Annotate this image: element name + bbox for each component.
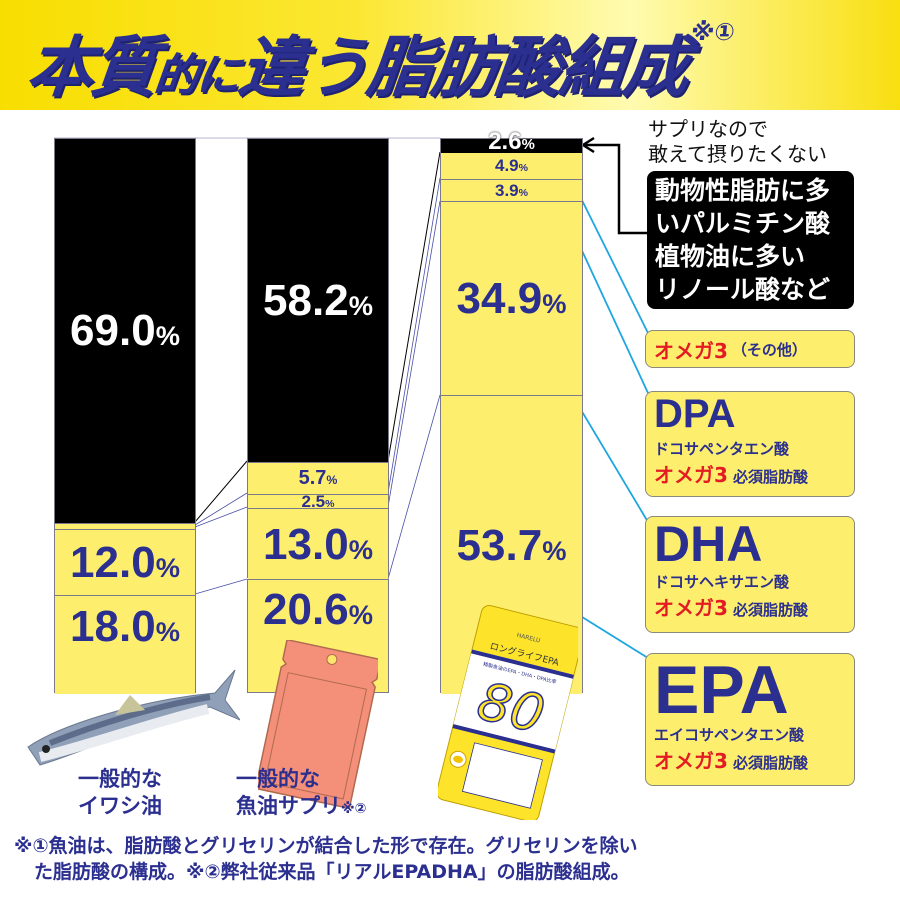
- segment-dha: 34.9%: [441, 201, 582, 395]
- bar-fish-oil-supplement: 58.2% 5.7% 2.5% 13.0%: [247, 138, 389, 580]
- bar-longlife-epa: 2.6% 4.9% 3.9% 34.9% 53.7%: [440, 128, 583, 694]
- other-fats-box: 動物性脂肪に多 いパルミチン酸 植物油に多い リノール酸など: [647, 171, 854, 309]
- segment-dha: 12.0%: [55, 529, 195, 595]
- supplement-pouch-image: [258, 640, 378, 810]
- segment-omega3-other: 4.9%: [441, 153, 582, 179]
- segment-dpa: 3.9%: [441, 179, 582, 201]
- segment-other: 58.2%: [248, 139, 388, 462]
- segment-epa: 20.6%: [263, 585, 373, 634]
- segment-dpa: 2.5%: [248, 492, 388, 511]
- segment-other: 69.0%: [55, 139, 195, 523]
- segment-other: 2.6%: [441, 128, 582, 155]
- segment-omega3-other: 5.7%: [248, 462, 388, 494]
- epa-box: EPA エイコサペンタエン酸 オメガ3 必須脂肪酸: [645, 653, 855, 786]
- longlife-epa-package-image: HARELU ロングライフEPA 精製魚油のEPA・DHA・DPA比率 80: [438, 605, 578, 820]
- sardine-fish-image: [27, 669, 240, 766]
- header-banner: 本質的に違う脂肪酸組成※①: [0, 0, 900, 110]
- dpa-box: DPA ドコサペンタエン酸 オメガ3 必須脂肪酸: [645, 391, 855, 497]
- avoid-note: サプリなので 敢えて摂りたくない: [648, 117, 827, 166]
- segment-epa: 18.0%: [55, 595, 195, 694]
- caption-sardine-oil: 一般的な イワシ油: [78, 767, 162, 818]
- bar-sardine-oil: 69.0% 12.0% 18.0%: [54, 138, 196, 694]
- dha-box: DHA ドコサヘキサエン酸 オメガ3 必須脂肪酸: [645, 516, 855, 633]
- footnotes: ※①魚油は、脂肪酸とグリセリンが結合した形で存在。グリセリンを除い た脂肪酸の構…: [14, 835, 638, 883]
- caption-fish-oil-supplement: 一般的な 魚油サプリ※②: [236, 767, 367, 818]
- segment-divider: [55, 523, 195, 529]
- omega3-other-box: オメガ3 （その他）: [645, 330, 855, 368]
- segment-dha: 13.0%: [248, 508, 388, 580]
